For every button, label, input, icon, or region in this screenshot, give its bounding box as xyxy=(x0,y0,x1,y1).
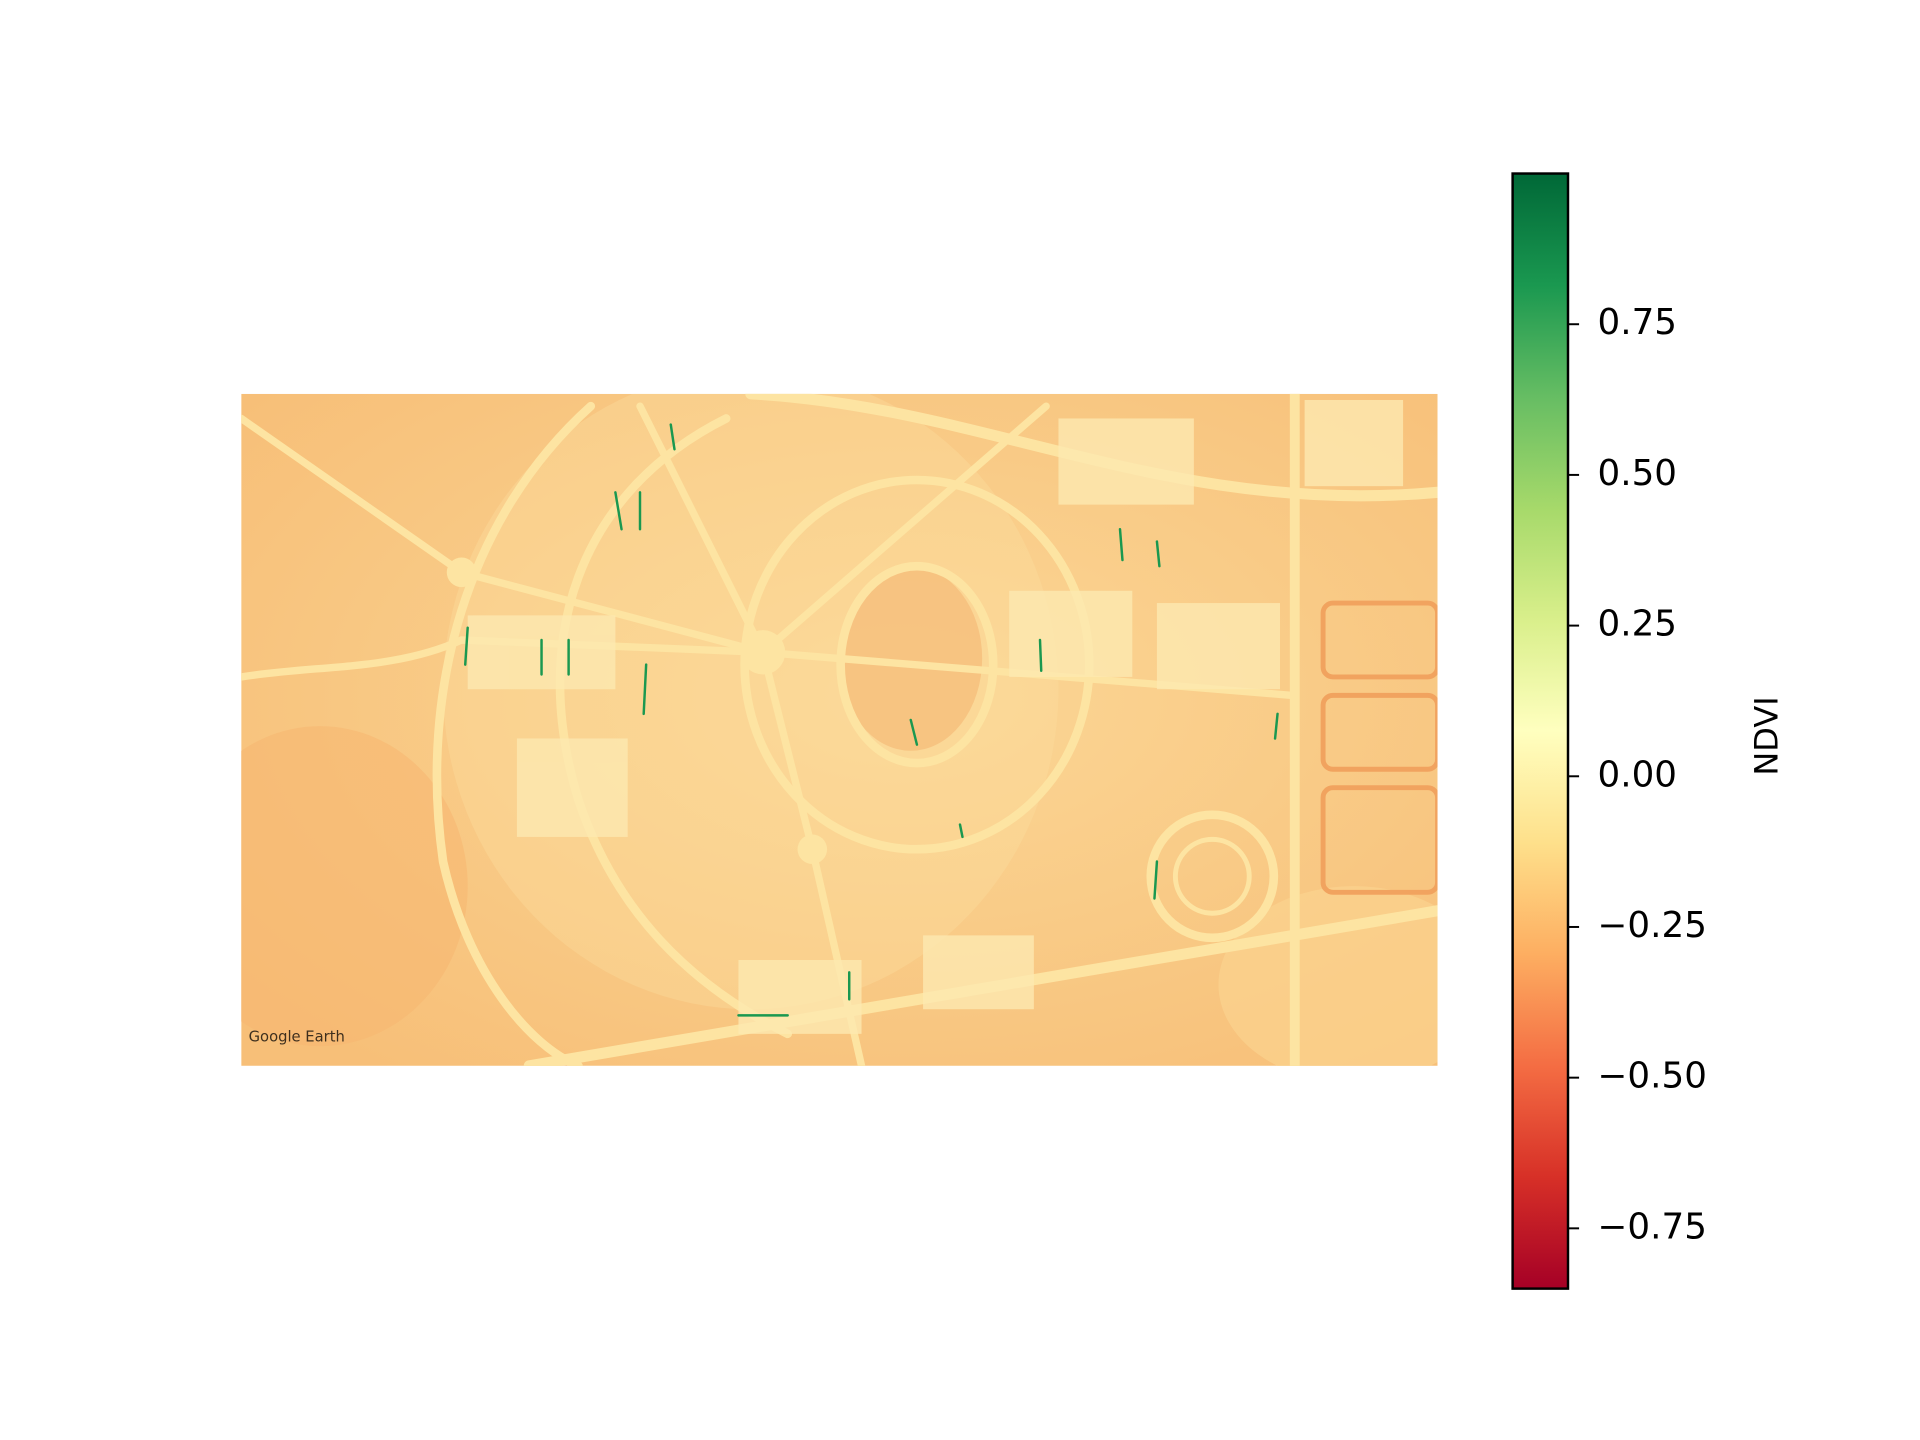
colorbar-label: NDVI xyxy=(1748,696,1786,775)
colorbar xyxy=(1511,172,1570,1290)
colorbar-tick-label: −0.50 xyxy=(1598,1056,1707,1097)
colorbar-tick-label: 0.50 xyxy=(1598,453,1677,494)
colorbar-tick-label: −0.75 xyxy=(1598,1206,1707,1247)
colorbar-tick-label: 0.00 xyxy=(1598,754,1677,795)
colorbar-tick-label: 0.75 xyxy=(1598,302,1677,343)
watermark: Google Earth xyxy=(249,1029,345,1046)
colorbar-tick-label: −0.25 xyxy=(1598,905,1707,946)
ndvi-map: Google Earth xyxy=(241,393,1438,1066)
colorbar-tick-label: 0.25 xyxy=(1598,604,1677,645)
